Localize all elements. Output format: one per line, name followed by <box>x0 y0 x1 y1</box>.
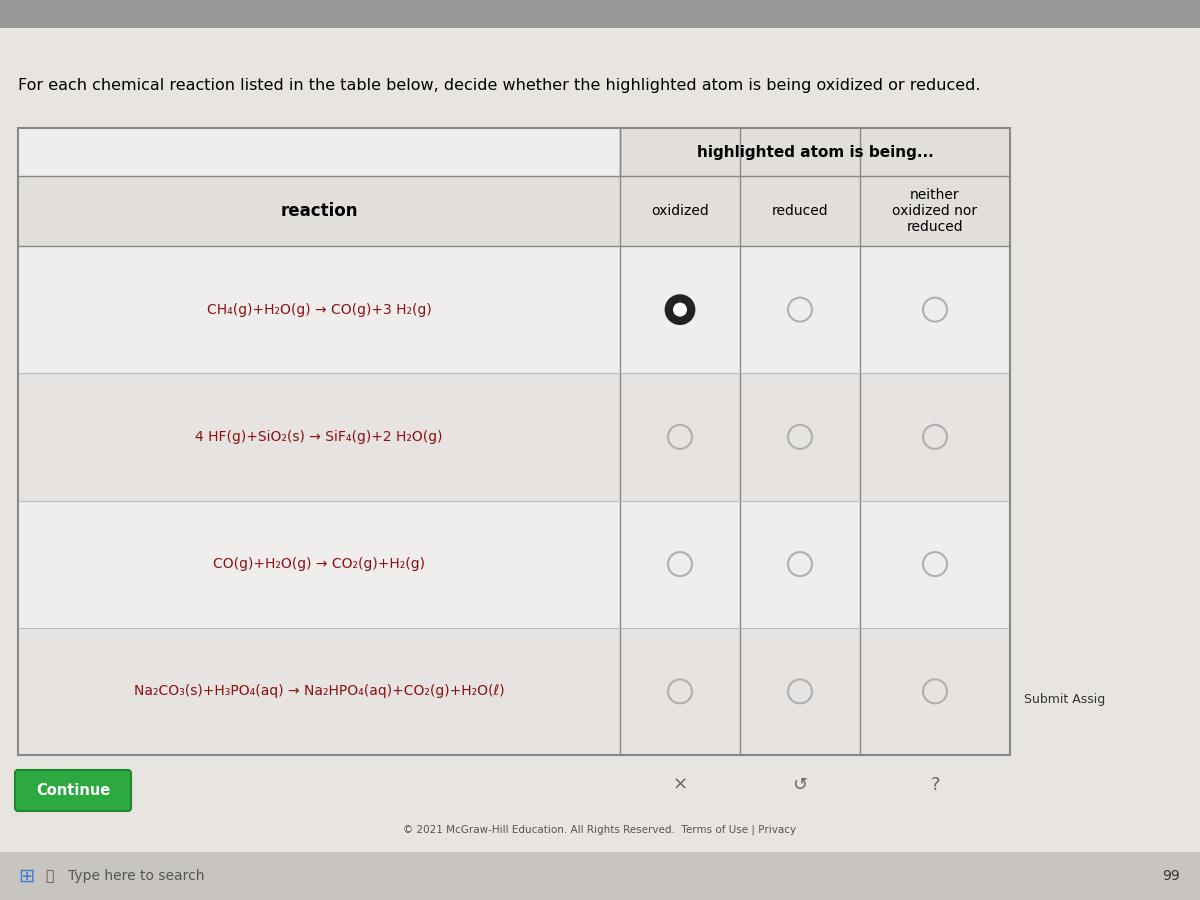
Text: Type here to search: Type here to search <box>68 869 204 883</box>
FancyBboxPatch shape <box>14 770 131 811</box>
Text: © 2021 McGraw-Hill Education. All Rights Reserved.  Terms of Use | Privacy: © 2021 McGraw-Hill Education. All Rights… <box>403 824 797 835</box>
Text: CH₄(g)+H₂O(g) → CO(g)+3 H₂(g): CH₄(g)+H₂O(g) → CO(g)+3 H₂(g) <box>206 302 431 317</box>
Text: ?: ? <box>930 776 940 794</box>
Bar <box>620 128 1010 176</box>
Text: ↺: ↺ <box>792 776 808 794</box>
Text: 🔍: 🔍 <box>46 869 53 883</box>
Text: reaction: reaction <box>281 202 358 220</box>
Text: 99: 99 <box>1163 869 1180 883</box>
Bar <box>18 128 1010 755</box>
Text: oxidized: oxidized <box>652 204 709 218</box>
Text: Continue: Continue <box>36 783 110 798</box>
Text: ×: × <box>672 776 688 794</box>
Bar <box>0 28 340 36</box>
Text: reduced: reduced <box>772 204 828 218</box>
Bar <box>18 176 1010 246</box>
Bar <box>18 628 1010 755</box>
Bar <box>0 0 1200 28</box>
Bar <box>18 374 1010 500</box>
Bar <box>0 852 1200 900</box>
Bar <box>18 128 1010 755</box>
Text: neither
oxidized nor
reduced: neither oxidized nor reduced <box>893 188 978 234</box>
Text: Submit Assig: Submit Assig <box>1024 694 1105 706</box>
Text: CO(g)+H₂O(g) → CO₂(g)+H₂(g): CO(g)+H₂O(g) → CO₂(g)+H₂(g) <box>214 557 425 572</box>
Bar <box>18 246 1010 374</box>
Text: ⊞: ⊞ <box>18 867 35 886</box>
Text: 4 HF(g)+SiO₂(s) → SiF₄(g)+2 H₂O(g): 4 HF(g)+SiO₂(s) → SiF₄(g)+2 H₂O(g) <box>196 430 443 444</box>
Text: For each chemical reaction listed in the table below, decide whether the highlig: For each chemical reaction listed in the… <box>18 78 980 93</box>
Circle shape <box>666 295 694 324</box>
Bar <box>18 500 1010 628</box>
Text: Na₂CO₃(s)+H₃PO₄(aq) → Na₂HPO₄(aq)+CO₂(g)+H₂O(ℓ): Na₂CO₃(s)+H₃PO₄(aq) → Na₂HPO₄(aq)+CO₂(g)… <box>133 684 504 698</box>
Circle shape <box>673 302 686 317</box>
Text: highlighted atom is being...: highlighted atom is being... <box>697 145 934 159</box>
